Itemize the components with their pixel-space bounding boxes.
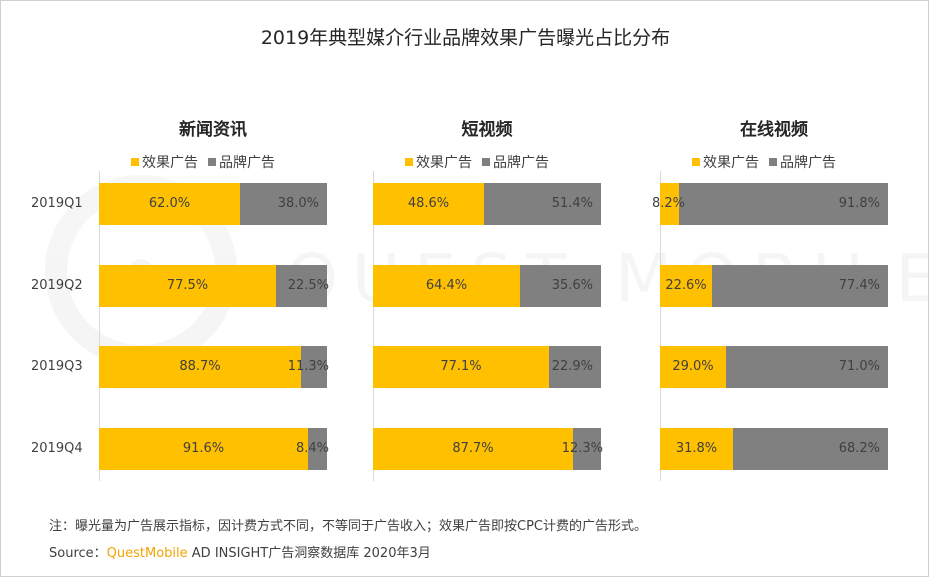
source-line: Source：QuestMobile AD INSIGHT广告洞察数据库 202…: [49, 542, 431, 561]
bar-effect: [99, 346, 301, 388]
bar-effect: [660, 428, 733, 470]
legend-label: 品牌广告: [493, 155, 549, 171]
panel-title-3: 在线视频: [740, 120, 808, 140]
panel-title-1: 新闻资讯: [179, 120, 247, 140]
data-label-effect: 77.1%: [440, 359, 482, 374]
legend-item: 品牌广告: [769, 152, 836, 172]
bar-effect: [373, 265, 520, 307]
bar-brand: [549, 346, 601, 388]
legend-3: 效果广告 品牌广告: [692, 152, 846, 172]
data-label-brand: 8.4%: [295, 441, 329, 456]
legend-label: 效果广告: [703, 155, 759, 171]
bar-brand: [276, 265, 327, 307]
bar-brand: [484, 183, 601, 225]
data-label-effect: 64.4%: [425, 278, 468, 293]
bar-effect: [373, 183, 484, 225]
legend-item: 效果广告: [692, 152, 759, 172]
legend-label: 品牌广告: [219, 155, 275, 171]
source-prefix: Source：: [49, 546, 107, 561]
data-label-brand: 38.0%: [277, 196, 319, 211]
row-label-2019Q3: 2019Q3: [31, 359, 83, 374]
data-label-effect: 29.0%: [672, 359, 714, 374]
data-label-effect: 87.7%: [452, 441, 494, 456]
bar-brand: [712, 265, 888, 307]
data-label-effect: 31.8%: [675, 441, 718, 456]
data-label-brand: 51.4%: [551, 196, 593, 211]
data-label-brand: 91.8%: [838, 196, 880, 211]
bar-effect: [99, 428, 308, 470]
bar-effect: [660, 265, 712, 307]
bar-brand: [520, 265, 601, 307]
legend-1: 效果广告 品牌广告: [131, 152, 285, 172]
footnote: 注：曝光量为广告展示指标，因计费方式不同，不等同于广告收入；效果广告即按CPC计…: [49, 519, 647, 534]
axis-line-3: [660, 171, 661, 481]
legend-swatch: [692, 158, 700, 166]
bar-brand: [733, 428, 888, 470]
source-brand: QuestMobile: [106, 546, 188, 561]
row-label-2019Q4: 2019Q4: [31, 441, 83, 456]
legend-item: 效果广告: [131, 152, 198, 172]
bar-brand: [240, 183, 327, 225]
legend-2: 效果广告 品牌广告: [405, 152, 559, 172]
source-rest: AD INSIGHT广告洞察数据库 2020年3月: [191, 546, 431, 561]
axis-line-1: [99, 171, 100, 481]
data-label-effect: 77.5%: [166, 278, 209, 293]
panel-title-2: 短视频: [461, 120, 513, 140]
legend-swatch: [208, 158, 216, 166]
bar-effect: [99, 265, 276, 307]
legend-swatch: [405, 158, 413, 166]
axis-line-2: [373, 171, 374, 481]
bar-effect: [373, 428, 573, 470]
legend-item: 效果广告: [405, 152, 472, 172]
chart-title: 2019年典型媒介行业品牌效果广告曝光占比分布: [260, 27, 671, 49]
legend-item: 品牌广告: [208, 152, 275, 172]
bar-brand: [308, 428, 327, 470]
data-label-brand: 77.4%: [838, 278, 880, 293]
bar-brand: [726, 346, 888, 388]
bar-effect: [373, 346, 549, 388]
legend-label: 效果广告: [416, 155, 472, 171]
legend-swatch: [769, 158, 777, 166]
legend-label: 效果广告: [142, 155, 198, 171]
bar-brand: [301, 346, 327, 388]
row-label-2019Q1: 2019Q1: [31, 196, 83, 211]
data-label-brand: 22.5%: [287, 278, 329, 293]
legend-swatch: [131, 158, 139, 166]
data-label-brand: 68.2%: [838, 441, 880, 456]
bar-brand: [573, 428, 601, 470]
row-label-2019Q2: 2019Q2: [31, 278, 83, 293]
data-label-effect: 91.6%: [182, 441, 225, 456]
bar-brand: [679, 183, 888, 225]
data-label-effect: 8.2%: [652, 196, 686, 211]
data-label-brand: 12.3%: [561, 441, 603, 456]
legend-swatch: [482, 158, 490, 166]
data-label-brand: 71.0%: [838, 359, 880, 374]
data-label-brand: 11.3%: [287, 359, 329, 374]
bar-effect: [660, 346, 726, 388]
data-label-effect: 48.6%: [407, 196, 450, 211]
bar-effect: [99, 183, 240, 225]
legend-item: 品牌广告: [482, 152, 549, 172]
data-label-effect: 62.0%: [148, 196, 191, 211]
bar-effect: [660, 183, 679, 225]
data-label-effect: 22.6%: [665, 278, 707, 293]
data-label-effect: 88.7%: [179, 359, 221, 374]
data-label-brand: 22.9%: [551, 359, 593, 374]
legend-label: 品牌广告: [780, 155, 836, 171]
data-label-brand: 35.6%: [551, 278, 593, 293]
